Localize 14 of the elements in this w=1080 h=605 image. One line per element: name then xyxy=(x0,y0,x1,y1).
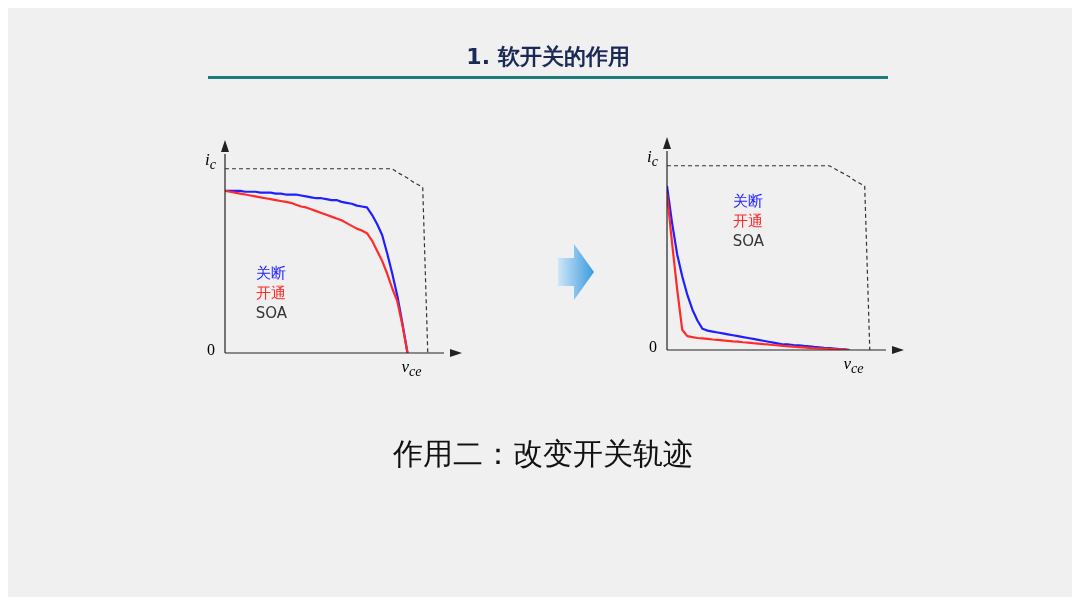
text: 关断 xyxy=(732,190,764,211)
text: SOA xyxy=(255,303,287,324)
text: SOA xyxy=(732,230,765,251)
text: 开通 xyxy=(255,283,287,304)
x-axis-title: v$_{ce}$ xyxy=(401,357,422,381)
text: 开通 xyxy=(732,210,764,231)
x-axis-title: v$_{ce}$ xyxy=(843,354,864,378)
text: 1. 软开关的作用 xyxy=(465,43,631,71)
y-axis-title: i$_{c}$ xyxy=(647,147,659,171)
text: 关断 xyxy=(255,263,287,284)
text: 0 xyxy=(649,338,657,356)
text: 0 xyxy=(207,341,215,359)
y-axis-title: i$_{c}$ xyxy=(205,150,217,174)
text: 作用二：改变开关轨迹 xyxy=(392,435,694,473)
